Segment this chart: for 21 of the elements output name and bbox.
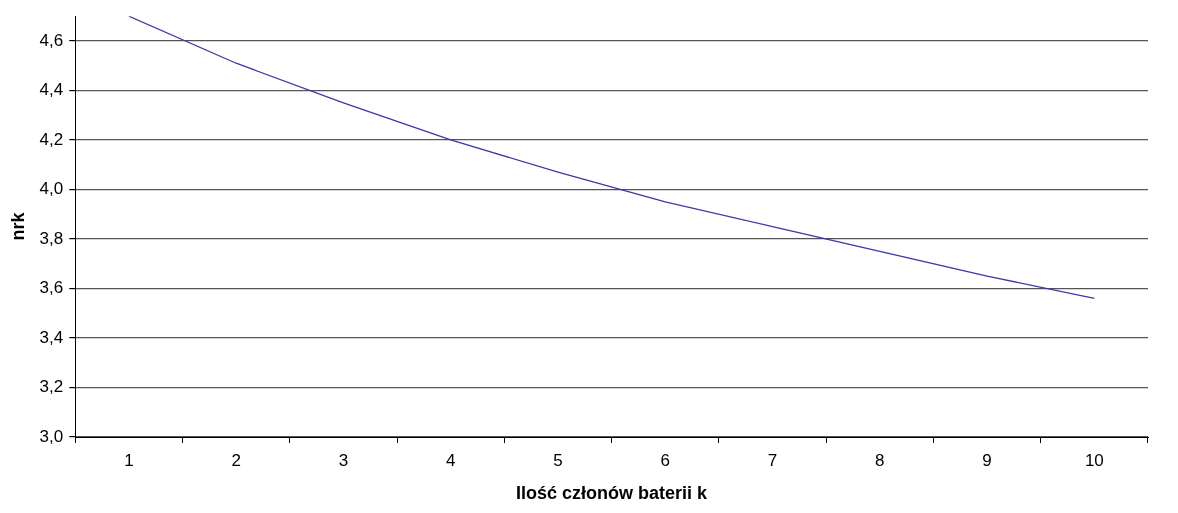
x-axis-title: Ilość członów baterii k [516,483,709,504]
x-tick-label: 7 [767,450,778,470]
x-tick-label: 8 [875,450,885,470]
y-tick-label: 4,0 [39,179,64,199]
x-tick-label: 1 [124,450,134,470]
y-axis-title: nrk [7,211,28,241]
x-tick-label: 4 [445,450,456,470]
y-tick-label: 3,8 [39,228,64,248]
x-tick-label: 2 [231,450,241,470]
x-tick-label: 6 [660,450,670,470]
x-tick-label: 5 [553,450,563,470]
y-tick-label: 3,0 [39,426,64,446]
y-tick-label: 4,4 [39,80,64,100]
y-tick-label: 3,6 [39,278,64,298]
y-tick-label: 4,2 [39,129,64,149]
x-tick-label: 3 [338,450,349,470]
x-tick-label: 9 [982,450,992,470]
y-tick-label: 3,4 [39,327,64,347]
y-tick-label: 4,6 [39,30,64,50]
x-tick-label: 10 [1084,450,1104,470]
y-tick-label: 3,2 [39,377,64,397]
